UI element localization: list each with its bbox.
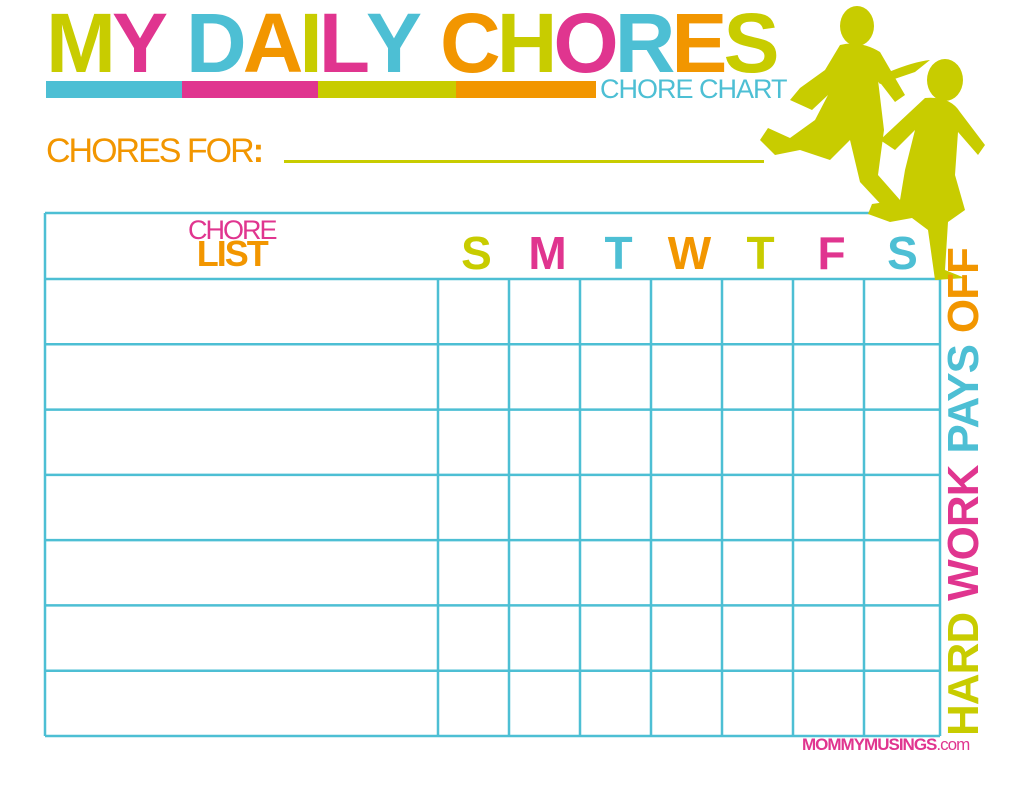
site-tld: .com bbox=[936, 735, 970, 754]
title-letter: Y bbox=[366, 0, 422, 90]
title-letter: C bbox=[440, 0, 501, 90]
title-letter: R bbox=[614, 0, 676, 90]
day-header: M bbox=[528, 227, 567, 279]
title-letter: M bbox=[46, 0, 116, 90]
chores-for-text: CHORES FOR bbox=[46, 132, 255, 170]
color-bar-orange bbox=[456, 81, 596, 98]
name-input-line[interactable] bbox=[284, 160, 764, 163]
slogan-vertical: HARD WORK PAYS OFF bbox=[939, 236, 988, 736]
title-letter: L bbox=[318, 0, 370, 90]
title-letter: S bbox=[723, 0, 779, 90]
subtitle: CHORE CHART bbox=[600, 74, 788, 104]
title-letter: Y bbox=[111, 0, 168, 90]
color-bar-pink bbox=[182, 81, 318, 98]
page-title: MY DAILY CHORES bbox=[46, 0, 779, 90]
title-letter: E bbox=[671, 0, 727, 90]
chores-for-label: CHORES FOR: bbox=[46, 132, 264, 171]
title-letter: A bbox=[242, 0, 304, 90]
site-watermark: MOMMYMUSINGS.com bbox=[802, 735, 970, 755]
day-header: W bbox=[667, 227, 712, 279]
day-header: S bbox=[887, 227, 918, 279]
chore-header-line1: CHORE bbox=[188, 215, 278, 245]
slogan-word: PAYS bbox=[939, 345, 988, 454]
title-letter: I bbox=[299, 0, 322, 90]
day-header: T bbox=[746, 227, 775, 279]
colon: : bbox=[252, 132, 264, 170]
color-bar-cyan bbox=[46, 81, 182, 98]
chore-header-line2: LIST bbox=[196, 233, 269, 274]
day-header: S bbox=[461, 227, 492, 279]
slogan-word: WORK bbox=[939, 465, 988, 601]
title-letter: H bbox=[496, 0, 558, 90]
site-brand: MOMMYMUSINGS bbox=[802, 735, 937, 754]
title-letter: O bbox=[553, 0, 618, 90]
slogan-word: OFF bbox=[939, 248, 988, 334]
color-bar-lime bbox=[318, 81, 456, 98]
chore-list-header: CHORE LIST bbox=[188, 215, 278, 274]
title-letter: D bbox=[186, 0, 247, 90]
day-header: T bbox=[604, 227, 633, 279]
slogan-word: HARD bbox=[939, 612, 988, 736]
day-header: F bbox=[817, 227, 846, 279]
